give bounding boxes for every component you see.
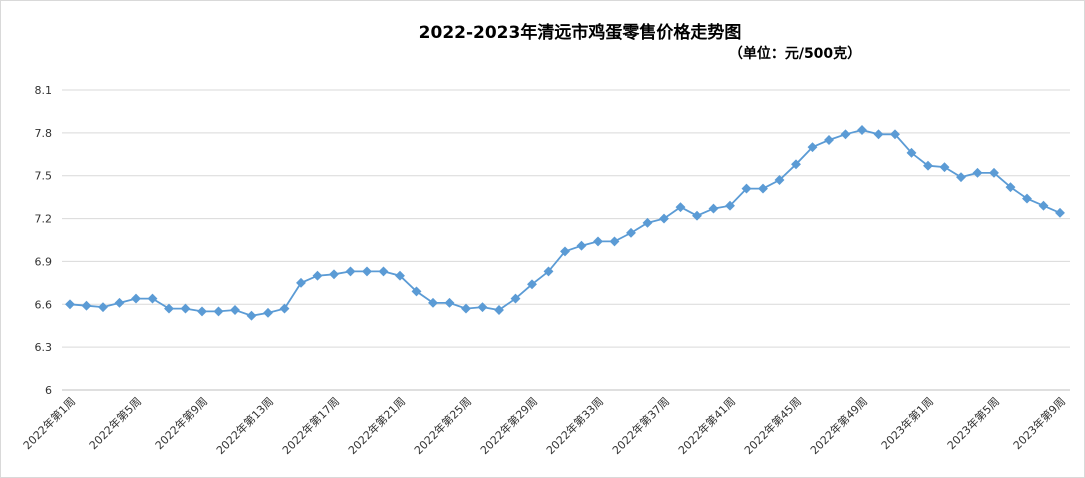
y-tick-label: 6 [45,384,52,397]
x-tick-label: 2022年第29周 [477,394,540,457]
x-tick-label: 2022年第41周 [675,394,738,457]
data-point [296,277,306,288]
data-point [279,303,290,314]
y-tick-label: 6.9 [35,255,53,268]
data-point [560,246,570,257]
data-point [873,129,884,140]
data-point [956,172,966,183]
data-point [807,142,818,153]
y-tick-label: 6.6 [35,298,53,311]
data-point [708,203,719,214]
data-point [428,297,438,308]
data-point [906,147,917,158]
data-point [824,135,834,145]
data-point [329,269,339,280]
x-tick-label: 2022年第1周 [20,394,78,452]
x-tick-label: 2022年第25周 [411,394,474,457]
data-point [81,300,92,311]
data-point [593,236,603,247]
x-tick-label: 2022年第21周 [345,394,408,457]
data-point [857,125,867,135]
data-point [98,302,108,313]
y-tick-label: 6.3 [35,341,53,354]
x-tick-label: 2022年第33周 [543,394,606,457]
data-point [395,270,405,281]
data-line [69,129,1061,317]
data-point [989,167,999,178]
data-point [692,210,702,221]
y-tick-label: 8.1 [35,84,53,97]
data-point [675,202,686,213]
data-point [576,240,587,251]
data-point [477,302,488,313]
data-point [213,306,224,317]
data-point [609,236,620,247]
x-tick-label: 2022年第5周 [86,394,144,452]
data-point [114,297,125,308]
data-point [1055,207,1065,218]
data-point [494,305,504,315]
x-tick-label: 2022年第37周 [609,394,672,457]
data-point [444,297,455,308]
data-point [758,183,768,194]
data-point [246,310,257,321]
x-tick-label: 2022年第9周 [152,394,210,452]
data-point [1038,200,1049,211]
y-tick-label: 7.2 [35,213,53,226]
data-point [890,129,900,140]
data-point [543,266,554,277]
x-tick-label: 2022年第45周 [741,394,804,457]
data-point [659,213,669,224]
data-point [1022,193,1032,204]
data-point [378,266,389,277]
data-point [362,266,372,277]
data-point [840,129,851,140]
data-point [164,303,174,314]
data-point [65,299,75,310]
x-tick-label: 2022年第49周 [807,394,870,457]
x-tick-label: 2023年第9周 [1010,394,1068,452]
data-point [180,303,191,314]
data-point [147,293,158,304]
data-point [345,266,356,277]
x-tick-label: 2023年第1周 [878,394,936,452]
data-point [312,270,323,281]
y-tick-label: 7.5 [35,170,53,183]
data-point [131,293,141,304]
data-point [774,175,785,185]
y-tick-label: 7.8 [35,127,53,140]
data-point [263,307,273,318]
x-tick-label: 2022年第13周 [213,394,276,457]
data-point [642,217,653,228]
data-point [791,159,801,170]
chart-subtitle: （单位：元/500克） [729,45,861,62]
data-point [411,286,422,297]
data-point [197,306,207,317]
data-point [939,162,950,173]
x-tick-label: 2023年第5周 [944,394,1002,452]
data-point [972,167,983,178]
data-point [1005,182,1016,193]
data-point [741,183,752,194]
data-point [923,160,933,171]
x-tick-label: 2022年第17周 [279,394,342,457]
data-point [725,200,735,211]
data-point [230,305,240,315]
data-point [527,279,537,290]
data-point [510,293,521,304]
data-point [626,227,636,238]
chart-title: 2022-2023年清远市鸡蛋零售价格走势图 [419,22,742,43]
data-point [461,303,471,314]
